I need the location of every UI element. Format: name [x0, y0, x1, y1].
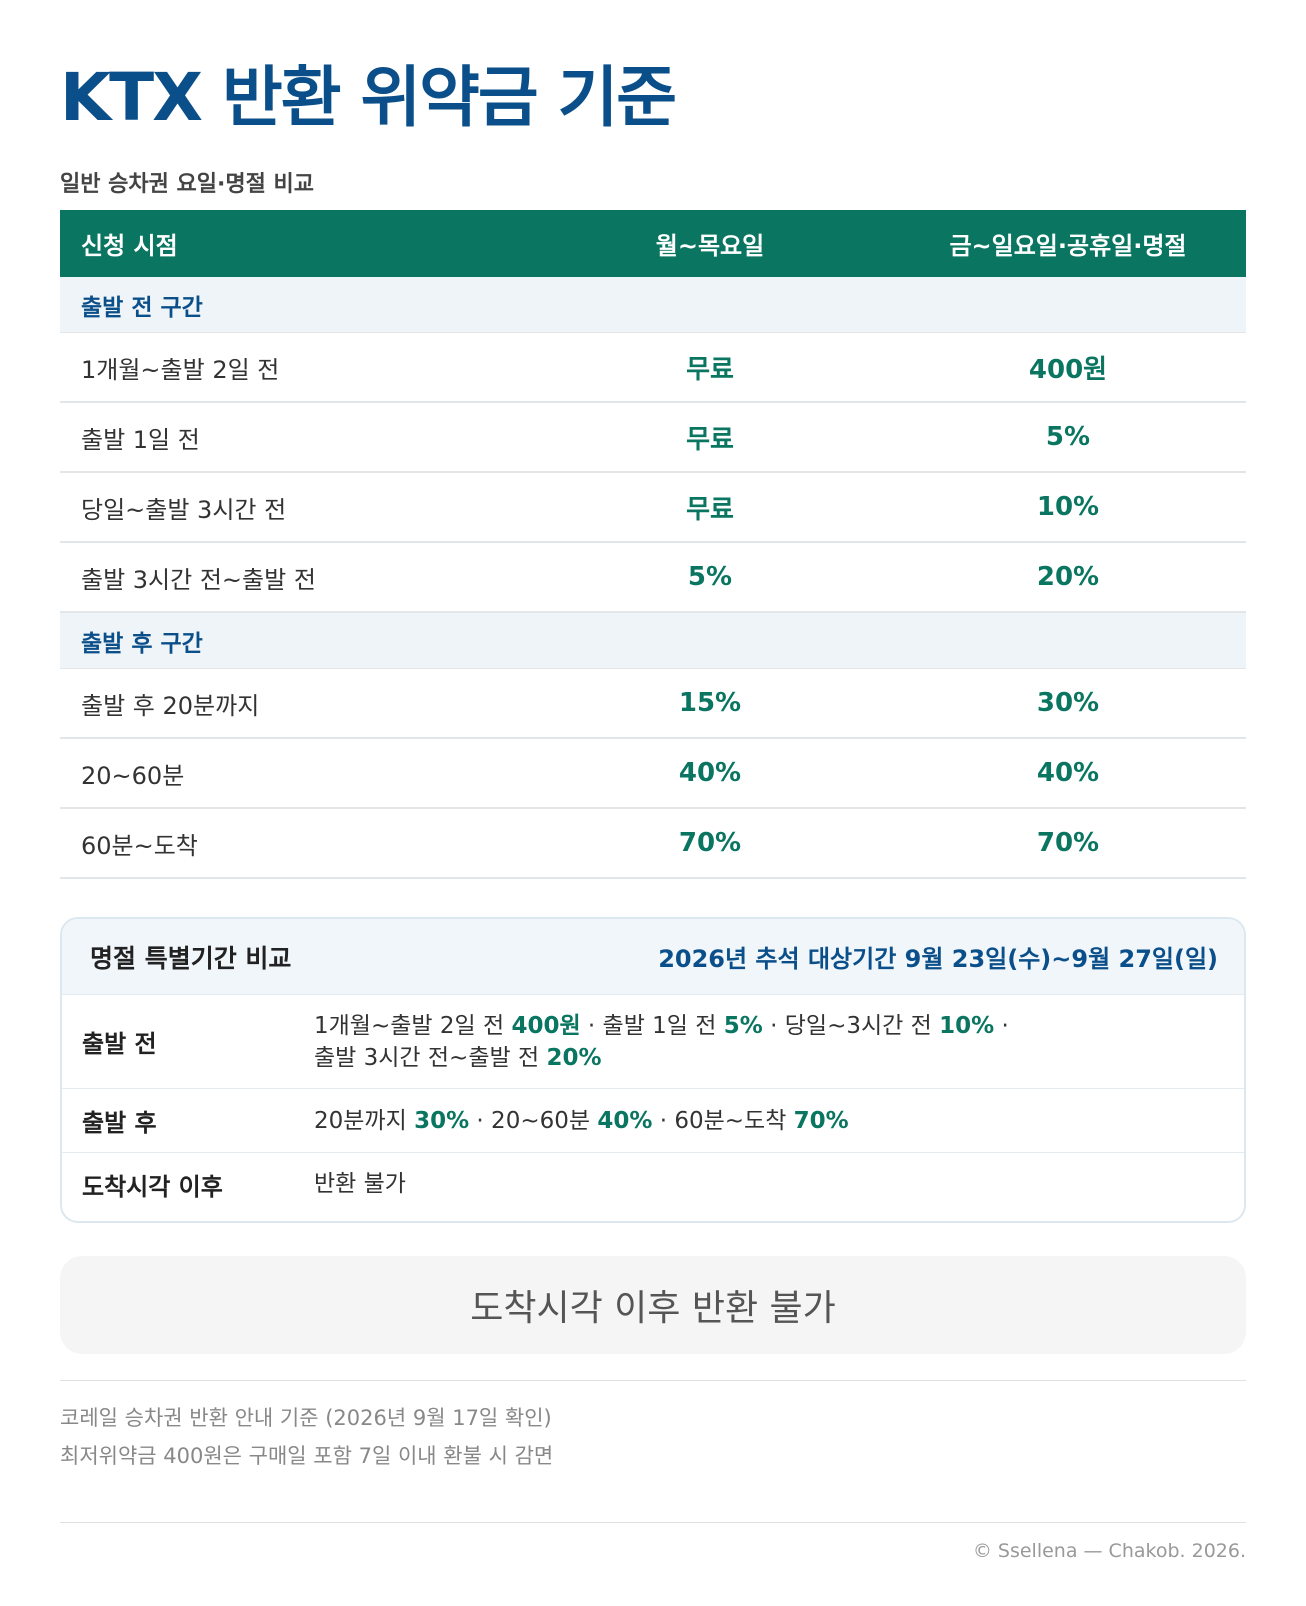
table-row: 1개월~출발 2일 전 무료 400원	[60, 333, 1246, 403]
fee-value: 40%	[597, 1107, 653, 1134]
row-weekday-fee: 5%	[687, 562, 733, 592]
header-when: 신청 시점	[81, 232, 178, 260]
row-weekday-fee: 무료	[686, 424, 734, 455]
row-when: 당일~출발 3시간 전	[81, 495, 287, 524]
fee-value: 5%	[723, 1012, 763, 1039]
holiday-value-line: 반환 불가	[314, 1168, 1244, 1200]
section-label: 출발 전 구간	[81, 294, 203, 321]
fee-value: 30%	[414, 1107, 470, 1134]
header-weekday: 월~목요일	[655, 232, 765, 260]
discount-note: 최저위약금 400원은 구매일 포함 7일 이내 환불 시 감면	[60, 1444, 554, 1468]
row-weekday-fee: 무료	[686, 494, 734, 525]
fee-text: 1개월~출발 2일 전	[314, 1012, 512, 1039]
divider	[60, 1380, 1246, 1381]
credit: © Ssellena — Chakob. 2026.	[972, 1540, 1246, 1562]
table-row: 출발 1일 전 무료 5%	[60, 403, 1246, 473]
row-when: 1개월~출발 2일 전	[81, 355, 280, 384]
fee-text: · 당일~3시간 전	[762, 1012, 940, 1039]
holiday-row: 출발 후 20분까지 30% · 20~60분 40% · 60분~도착 70%	[62, 1089, 1244, 1153]
fee-text: · 출발 1일 전	[580, 1012, 724, 1039]
header-weekend: 금~일요일·공휴일·명절	[949, 232, 1187, 260]
no-refund-notice: 도착시각 이후 반환 불가	[60, 1256, 1246, 1354]
holiday-comparison-box: 명절 특별기간 비교 2026년 추석 대상기간 9월 23일(수)~9월 27…	[60, 917, 1246, 1223]
row-when: 60분~도착	[81, 831, 198, 860]
holiday-row: 출발 전 1개월~출발 2일 전 400원 · 출발 1일 전 5% · 당일~3…	[62, 995, 1244, 1089]
table-row: 60분~도착 70% 70%	[60, 809, 1246, 879]
section-row: 출발 후 구간	[60, 613, 1246, 669]
page-title: KTX 반환 위약금 기준	[60, 59, 677, 136]
fee-text: 20분까지	[314, 1107, 415, 1134]
table-row: 당일~출발 3시간 전 무료 10%	[60, 473, 1246, 543]
holiday-row-value: 1개월~출발 2일 전 400원 · 출발 1일 전 5% · 당일~3시간 전…	[314, 1010, 1244, 1074]
fee-text: ·	[994, 1012, 1009, 1039]
row-when: 출발 후 20분까지	[81, 691, 260, 720]
holiday-value-line: 출발 3시간 전~출발 전 20%	[314, 1042, 1244, 1074]
refund-fee-table: 신청 시점 월~목요일 금~일요일·공휴일·명절 출발 전 구간 1개월~출발 2…	[60, 210, 1246, 879]
row-weekend-fee: 10%	[1036, 492, 1100, 522]
table-row: 출발 후 20분까지 15% 30%	[60, 669, 1246, 739]
row-weekend-fee: 70%	[1036, 828, 1100, 858]
row-weekday-fee: 무료	[686, 354, 734, 385]
row-weekend-fee: 5%	[1045, 422, 1091, 452]
row-when: 출발 3시간 전~출발 전	[81, 565, 316, 594]
holiday-value-line: 1개월~출발 2일 전 400원 · 출발 1일 전 5% · 당일~3시간 전…	[314, 1010, 1244, 1042]
fee-text: · 60분~도착	[652, 1107, 794, 1134]
row-when: 20~60분	[81, 761, 185, 790]
holiday-row-label: 도착시각 이후	[82, 1172, 223, 1201]
holiday-value-line: 20분까지 30% · 20~60분 40% · 60분~도착 70%	[314, 1105, 1244, 1137]
holiday-box-header: 명절 특별기간 비교 2026년 추석 대상기간 9월 23일(수)~9월 27…	[62, 919, 1244, 995]
fee-value: 400원	[511, 1012, 581, 1039]
source-note: 코레일 승차권 반환 안내 기준 (2026년 9월 17일 확인)	[60, 1406, 552, 1430]
section-label: 출발 후 구간	[81, 630, 203, 657]
row-weekday-fee: 15%	[678, 688, 742, 718]
holiday-row-label: 출발 후	[82, 1109, 157, 1137]
fee-text: 반환 불가	[314, 1171, 406, 1197]
table-row: 20~60분 40% 40%	[60, 739, 1246, 809]
holiday-period: 2026년 추석 대상기간 9월 23일(수)~9월 27일(일)	[658, 945, 1218, 973]
row-weekend-fee: 40%	[1036, 758, 1100, 788]
holiday-row-value: 반환 불가	[314, 1168, 1244, 1200]
fee-text: · 20~60분	[469, 1107, 598, 1134]
row-weekday-fee: 40%	[678, 758, 742, 788]
row-weekday-fee: 70%	[678, 828, 742, 858]
row-weekend-fee: 20%	[1036, 562, 1100, 592]
row-weekend-fee: 30%	[1036, 688, 1100, 718]
section-row: 출발 전 구간	[60, 277, 1246, 333]
divider	[60, 1522, 1246, 1523]
fee-value: 70%	[793, 1107, 849, 1134]
row-weekend-fee: 400원	[1028, 354, 1108, 385]
table-body: 출발 전 구간 1개월~출발 2일 전 무료 400원 출발 1일 전 무료 5% 당일~출발…	[60, 277, 1246, 879]
row-when: 출발 1일 전	[81, 425, 200, 454]
fee-text: 출발 3시간 전~출발 전	[314, 1044, 547, 1071]
table-header: 신청 시점 월~목요일 금~일요일·공휴일·명절	[60, 210, 1246, 277]
holiday-box-body: 출발 전 1개월~출발 2일 전 400원 · 출발 1일 전 5% · 당일~3…	[62, 995, 1244, 1215]
page-subtitle: 일반 승차권 요일·명절 비교	[60, 172, 314, 197]
holiday-box-title: 명절 특별기간 비교	[90, 943, 292, 973]
table-row: 출발 3시간 전~출발 전 5% 20%	[60, 543, 1246, 613]
fee-value: 10%	[939, 1012, 995, 1039]
fee-value: 20%	[546, 1044, 602, 1071]
holiday-row-value: 20분까지 30% · 20~60분 40% · 60분~도착 70%	[314, 1105, 1244, 1137]
holiday-row: 도착시각 이후 반환 불가	[62, 1153, 1244, 1215]
holiday-row-label: 출발 전	[82, 1030, 157, 1058]
